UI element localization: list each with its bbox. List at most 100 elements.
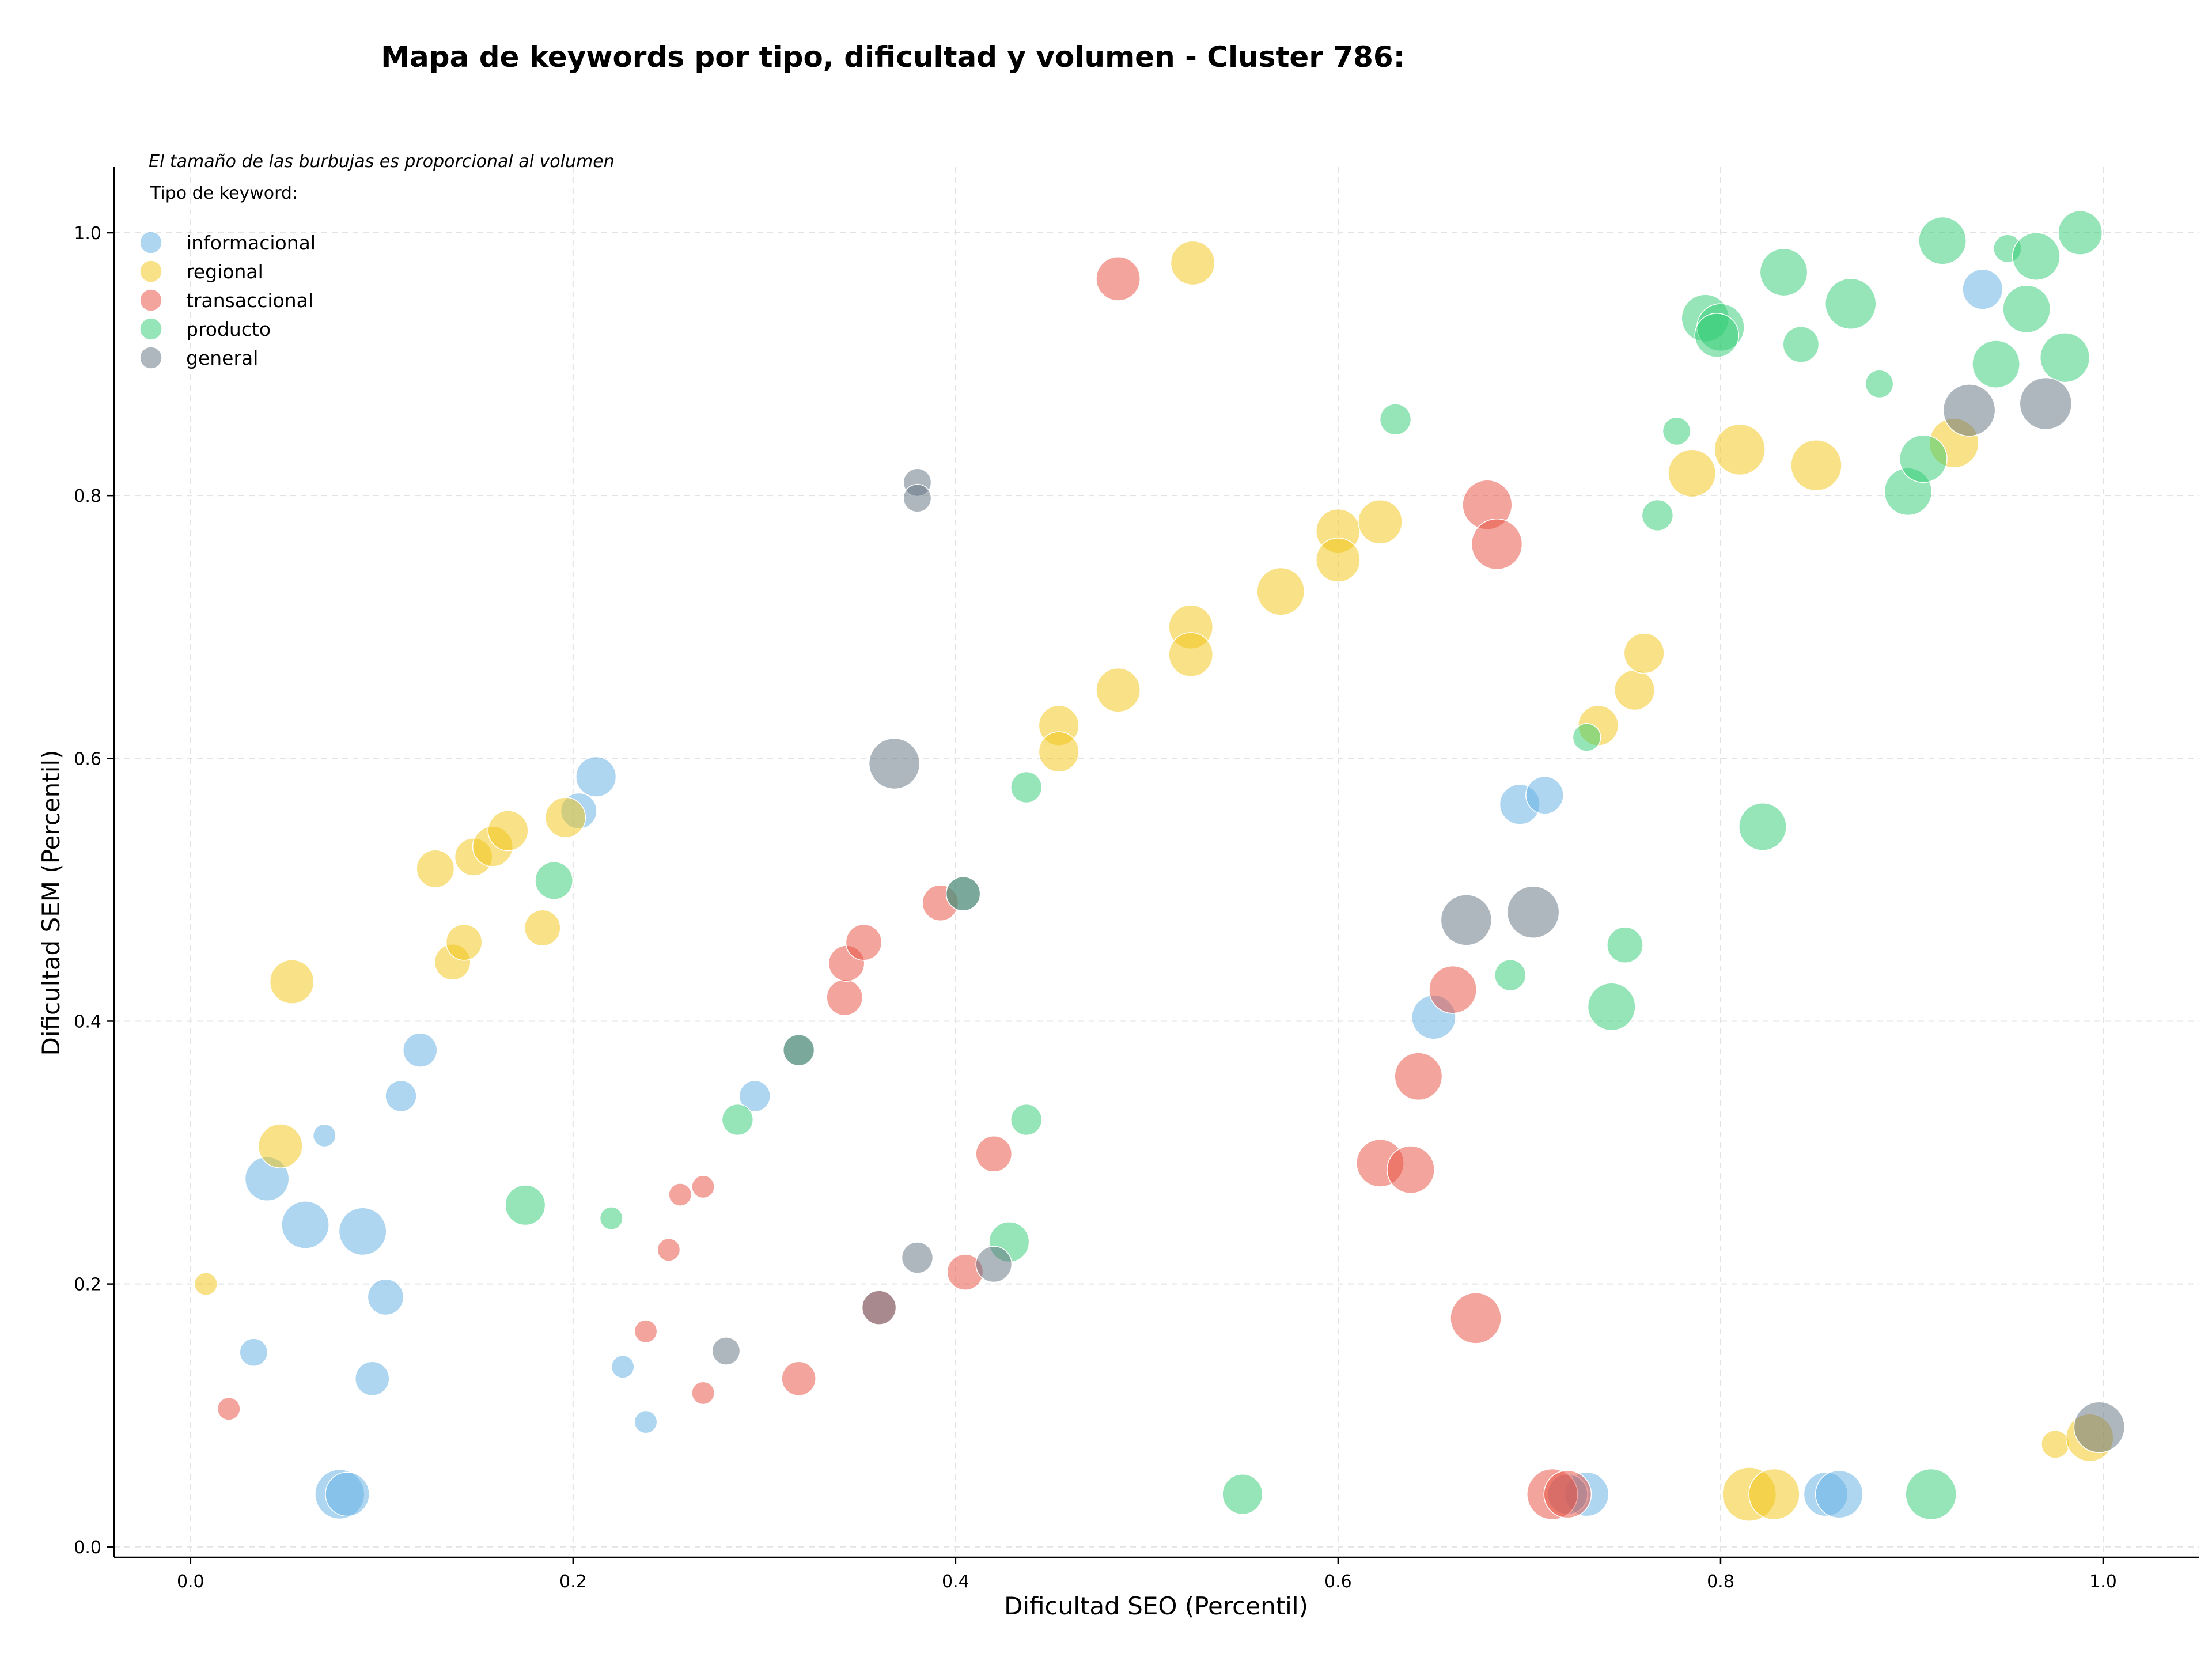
bubble-producto [1010, 1103, 1043, 1136]
bubble-informacional [312, 1123, 336, 1148]
bubble-regional [1168, 632, 1214, 678]
bubble-producto [1379, 403, 1412, 436]
bubble-regional [1256, 567, 1305, 616]
bubble-regional [1316, 538, 1361, 582]
bubble-general [1506, 886, 1560, 939]
bubble-producto [1899, 434, 1948, 483]
bubble-producto [1587, 982, 1636, 1031]
bubble-general [711, 1337, 741, 1365]
bubble-informacional [239, 1338, 268, 1367]
bubble-general [945, 876, 981, 911]
bubble-transaccional [1429, 965, 1478, 1014]
y-tick-label: 0.8 [74, 486, 101, 506]
bubble-regional [1623, 633, 1665, 674]
bubble-producto [1738, 803, 1787, 851]
legend-marker-regional [139, 260, 162, 283]
bubble-regional [1668, 449, 1717, 498]
bubble-informacional [402, 1032, 438, 1068]
bubble-transaccional [217, 1397, 241, 1421]
bubble-producto [1222, 1473, 1263, 1515]
bubble-general [901, 1242, 934, 1274]
legend-title: Tipo de keyword: [150, 183, 298, 203]
bubble-regional [416, 849, 455, 888]
bubble-informacional [325, 1471, 370, 1517]
x-tick-label: 0.4 [942, 1572, 969, 1592]
bubble-producto [505, 1185, 546, 1226]
size-note: El tamaño de las burbujas es proporciona… [149, 152, 615, 172]
legend: informacional regional transaccional produc… [139, 231, 316, 369]
x-tick-label: 0.2 [559, 1572, 587, 1592]
bubble-transaccional [975, 1135, 1013, 1172]
bubble-producto [2012, 232, 2061, 281]
bubble-producto [1918, 216, 1967, 265]
bubble-regional [545, 797, 586, 838]
y-tick-label: 1.0 [74, 224, 101, 244]
bubble-regional [194, 1272, 218, 1296]
bubble-producto [2039, 332, 2090, 383]
y-tick-label: 0.2 [74, 1275, 101, 1295]
legend-label-transaccional: transaccional [186, 289, 313, 312]
bubble-transaccional [691, 1381, 715, 1405]
bubble-transaccional [1471, 518, 1523, 570]
bubble-informacional [1525, 775, 1564, 815]
bubble-producto [599, 1206, 623, 1231]
bubble-general [868, 737, 921, 790]
bubble-producto [1662, 417, 1691, 446]
x-axis-label: Dificultad SEO (Percentil) [1004, 1592, 1308, 1620]
bubble-regional [487, 810, 529, 852]
bubble-producto [2002, 285, 2051, 334]
bubble-informacional [738, 1080, 771, 1113]
y-tick-label: 0.6 [74, 749, 101, 769]
bubble-producto [1607, 926, 1643, 964]
bubble-regional [258, 1123, 303, 1168]
bubble-regional [445, 924, 483, 961]
legend-label-producto: producto [186, 318, 271, 340]
bubble-informacional [281, 1201, 329, 1249]
bubble-producto [1782, 326, 1820, 363]
bubble-informacional [611, 1354, 635, 1379]
y-axis-label: Dificultad SEM (Percentil) [37, 750, 65, 1056]
bubble-general [975, 1246, 1013, 1283]
bubble-general [1942, 384, 1996, 437]
bubble-producto [1641, 499, 1674, 532]
bubble-producto [1759, 248, 1808, 297]
axes: 0.0 0.2 0.4 0.6 0.8 1.0 0.0 0.2 0.4 0.6 0.8 1.0 [74, 167, 2199, 1592]
grid [114, 167, 2199, 1557]
bubble-producto [2058, 210, 2103, 255]
bubble-informacional [385, 1080, 417, 1113]
bubble-informacional [367, 1278, 404, 1316]
bubble-transaccional [781, 1361, 816, 1397]
bubble-informacional [354, 1361, 390, 1397]
legend-label-regional: regional [186, 260, 263, 283]
chart-title: Mapa de keywords por tipo, dificultad y … [381, 40, 1404, 74]
bubble-producto [1494, 959, 1527, 992]
bubble-regional [1614, 669, 1656, 711]
bubble-transaccional [691, 1175, 715, 1199]
bubble-transaccional [826, 979, 863, 1016]
bubble-transaccional [1096, 256, 1141, 301]
x-tick-label: 0.8 [1707, 1572, 1734, 1592]
bubble-informacional [634, 1410, 658, 1434]
y-tick-label: 0.4 [74, 1012, 101, 1032]
legend-label-informacional: informacional [186, 232, 316, 254]
bubble-regional [1358, 499, 1403, 544]
bubble-transaccional [1450, 1292, 1502, 1344]
bubble-transaccional [634, 1319, 658, 1344]
bubbles [194, 210, 2126, 1522]
x-tick-label: 0.6 [1324, 1572, 1352, 1592]
bubble-transaccional [668, 1183, 692, 1206]
bubble-general [2073, 1401, 2126, 1453]
bubble-regional [1096, 667, 1141, 713]
bubble-producto [1972, 340, 2020, 389]
bubble-producto [721, 1103, 754, 1136]
x-tick-label: 0.0 [177, 1572, 204, 1592]
bubble-informacional [1962, 268, 2003, 310]
bubble-regional [1748, 1468, 1800, 1520]
bubble-informacional [575, 756, 617, 797]
bubble-producto [1905, 1468, 1957, 1520]
bubble-regional [1038, 731, 1080, 773]
bubble-regional [524, 909, 561, 947]
bubble-informacional [1815, 1470, 1863, 1519]
bubble-general [861, 1290, 897, 1325]
